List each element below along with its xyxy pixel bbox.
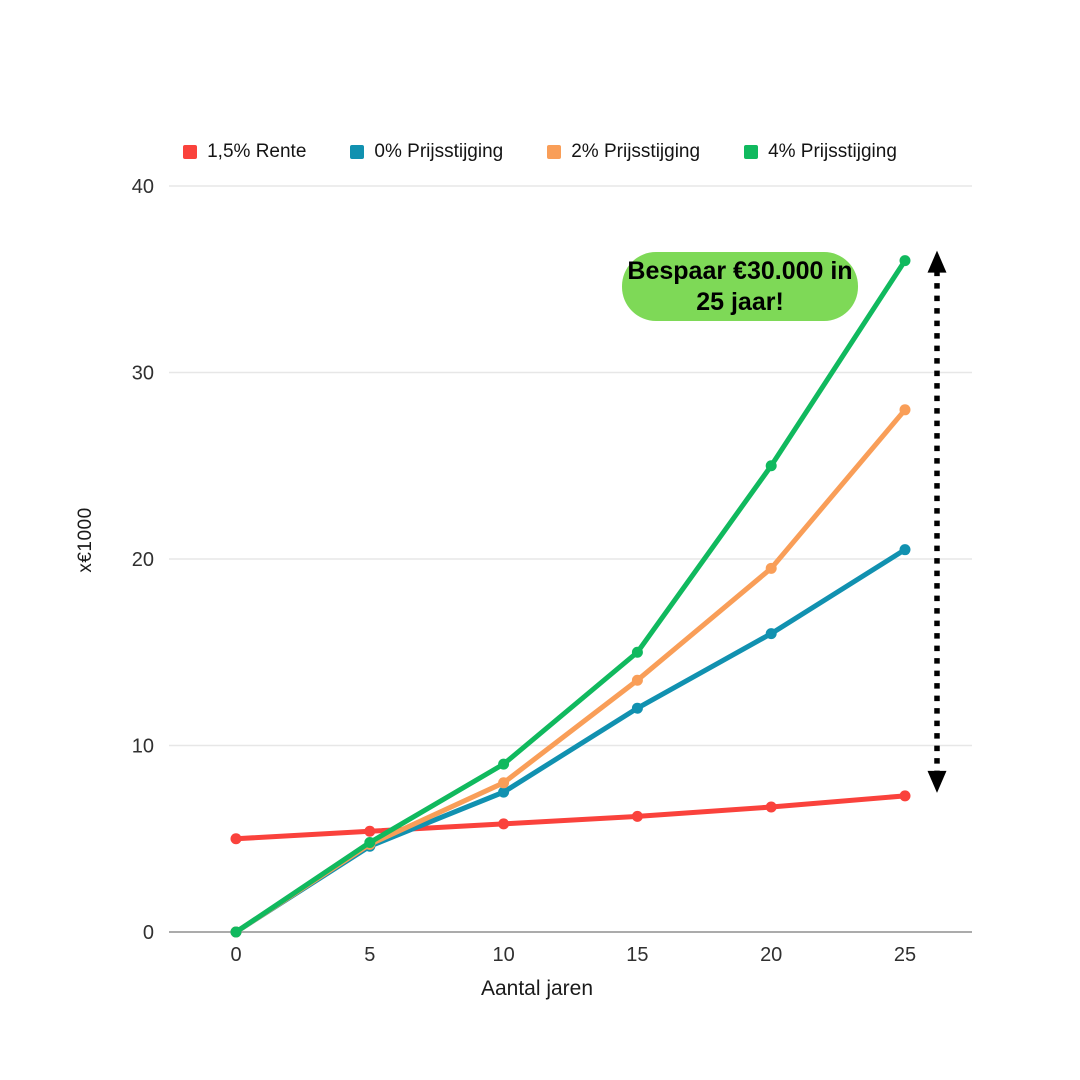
data-point bbox=[230, 833, 242, 845]
data-point bbox=[899, 404, 911, 416]
data-point bbox=[364, 836, 376, 848]
y-tick-label: 30 bbox=[132, 363, 154, 385]
x-tick-label: 25 bbox=[894, 944, 916, 966]
legend-label: 4% Prijsstijging bbox=[768, 141, 897, 162]
legend-swatch-icon bbox=[183, 145, 198, 159]
legend-label: 1,5% Rente bbox=[207, 141, 307, 162]
data-point bbox=[765, 628, 777, 640]
series-line bbox=[233, 407, 908, 935]
data-point bbox=[899, 255, 911, 267]
data-point bbox=[631, 646, 643, 658]
series-line bbox=[233, 793, 908, 842]
x-tick-label: 10 bbox=[492, 944, 514, 966]
y-axis-title: x€1000 bbox=[75, 507, 96, 573]
series-line bbox=[233, 547, 908, 935]
savings-badge-line: Bespaar €30.000 in bbox=[627, 256, 853, 285]
data-point bbox=[364, 825, 376, 837]
data-point bbox=[899, 544, 911, 556]
legend-label: 0% Prijsstijging bbox=[374, 141, 504, 162]
data-point bbox=[498, 818, 510, 830]
legend-swatch-icon bbox=[744, 145, 759, 159]
chart-legend: 1,5% Rente 0% Prijsstijging 2% Prijsstijgi… bbox=[0, 141, 1080, 163]
data-point bbox=[631, 810, 643, 822]
data-point bbox=[498, 777, 510, 789]
series-line bbox=[233, 258, 908, 935]
legend-swatch-icon bbox=[350, 145, 365, 159]
data-point bbox=[765, 460, 777, 472]
x-tick-label: 5 bbox=[364, 944, 375, 966]
savings-badge-line: 25 jaar! bbox=[696, 287, 784, 316]
arrow-down-head-icon bbox=[927, 770, 947, 793]
data-point bbox=[765, 801, 777, 813]
y-tick-label: 10 bbox=[132, 736, 154, 758]
legend-item: 4% Prijsstijging bbox=[744, 141, 897, 163]
y-tick-label: 0 bbox=[143, 922, 154, 944]
legend-item: 2% Prijsstijging bbox=[547, 141, 700, 163]
y-tick-label: 20 bbox=[132, 549, 154, 571]
data-point bbox=[230, 926, 242, 938]
x-axis-title: Aantal jaren bbox=[480, 977, 594, 1000]
y-tick-label: 40 bbox=[132, 176, 154, 198]
legend-swatch-icon bbox=[547, 145, 562, 159]
savings-badge: Bespaar €30.000 in 25 jaar! bbox=[622, 252, 858, 321]
legend-item: 1,5% Rente bbox=[183, 141, 306, 163]
data-point bbox=[899, 790, 911, 802]
data-point bbox=[631, 702, 643, 714]
data-point bbox=[765, 562, 777, 574]
x-tick-label: 0 bbox=[230, 944, 241, 966]
x-tick-label: 20 bbox=[760, 944, 782, 966]
data-point bbox=[631, 674, 643, 686]
legend-label: 2% Prijsstijging bbox=[571, 141, 701, 162]
data-point bbox=[498, 758, 510, 770]
legend-item: 0% Prijsstijging bbox=[350, 141, 503, 163]
data-point bbox=[498, 786, 510, 798]
x-tick-label: 15 bbox=[626, 944, 648, 966]
arrow-up-head-icon bbox=[927, 250, 947, 273]
